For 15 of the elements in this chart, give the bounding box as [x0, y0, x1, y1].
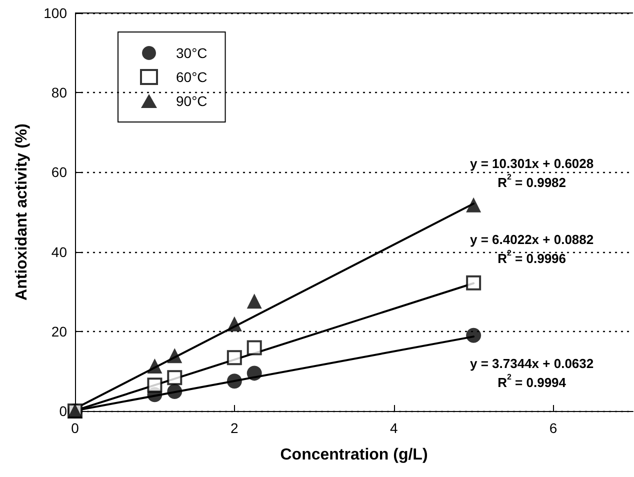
x-tick-label: 6 [549, 420, 558, 436]
y-tick-label: 40 [51, 244, 68, 260]
x-tick-label: 2 [230, 420, 239, 436]
x-tick-label: 4 [390, 420, 398, 436]
x-axis-title: Concentration (g/L) [280, 446, 428, 464]
y-tick-label: 20 [51, 323, 68, 340]
x-tick-label: 0 [71, 420, 80, 436]
y-axis-title: Antioxidant activity (%) [14, 124, 30, 300]
legend-label: 60°C [176, 69, 208, 85]
y-tick-label: 80 [51, 84, 68, 101]
legend-label: 30°C [176, 45, 208, 61]
y-tick-label: 100 [44, 5, 68, 21]
y-tick-label: 60 [51, 164, 68, 180]
y-tick-label: 0 [59, 403, 68, 419]
legend-label: 90°C [176, 93, 208, 109]
